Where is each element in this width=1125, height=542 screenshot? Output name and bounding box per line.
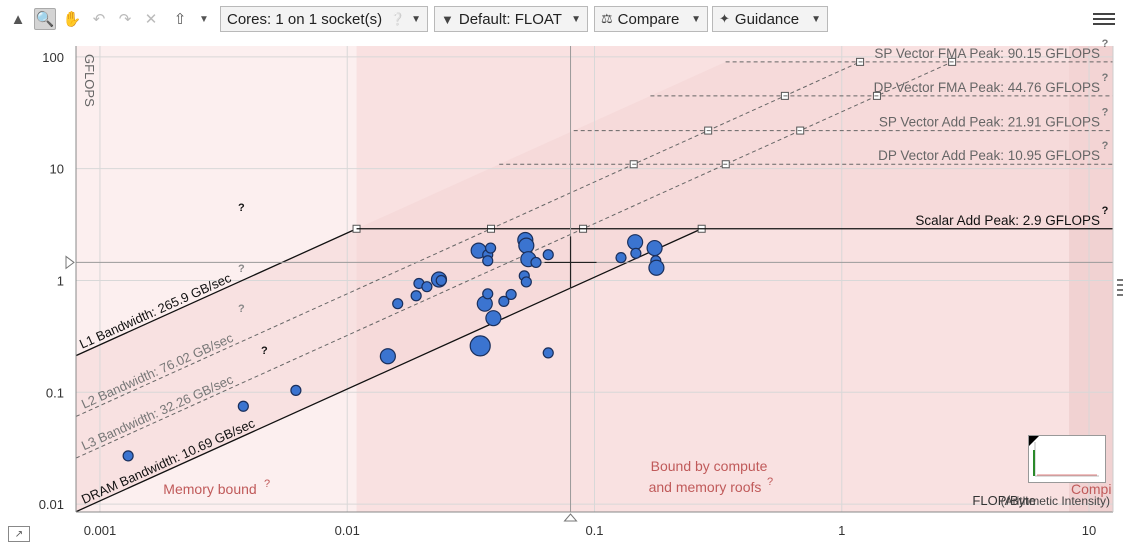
x-tick-label: 0.1 (585, 523, 603, 538)
x-axis-label: FLOP/Byte (972, 493, 1036, 508)
chevron-down-icon: ▼ (571, 13, 581, 25)
help-icon[interactable]: ❔ (390, 12, 406, 26)
export-icon[interactable]: ⇧ (173, 11, 187, 28)
toolbar: ▲ 🔍 ✋ ↶ ↷ ✕ ⇧ ▼ Cores: 1 on 1 socket(s) … (0, 0, 1125, 38)
y-tick-label: 100 (42, 50, 64, 65)
export-dropdown-chevron-down-icon[interactable]: ▼ (199, 13, 209, 25)
region-label-compute-memory: and memory roofs (649, 479, 762, 495)
compute-roof-label: Scalar Add Peak: 2.9 GFLOPS (915, 213, 1100, 228)
y-axis-slider-handle (65, 255, 75, 270)
data-point (485, 310, 502, 327)
help-icon: ? (238, 202, 245, 214)
data-point (237, 400, 249, 412)
cores-label: Cores: 1 on 1 socket(s) (227, 10, 383, 28)
compare-dropdown[interactable]: ⚖ Compare ▼ (594, 6, 708, 32)
help-icon: ? (1102, 38, 1109, 50)
x-tick-label: 0.01 (335, 523, 360, 538)
data-point (484, 242, 497, 254)
compare-label: Compare (617, 10, 680, 28)
help-icon: ? (238, 263, 245, 275)
compute-roof-label: DP Vector Add Peak: 10.95 GFLOPS (878, 148, 1100, 163)
data-point (482, 288, 494, 300)
data-point (469, 335, 491, 357)
help-icon: ? (264, 478, 270, 490)
y-tick-label: 1 (57, 273, 64, 288)
clear-icon[interactable]: ✕ (144, 11, 158, 28)
help-icon: ? (767, 476, 773, 488)
x-tick-label: 1 (838, 523, 845, 538)
bandwidth-band-region (76, 61, 1113, 512)
data-point (518, 237, 535, 254)
data-point (615, 252, 627, 264)
data-point (421, 281, 433, 293)
data-point (530, 256, 542, 269)
roofline-chart[interactable]: 0.001 0.01 0.1 1 10 0.01 0.1 1 10 100 GFLOPS FLOP/B… (0, 38, 1125, 542)
zoom-magnifier-icon[interactable]: 🔍 (34, 8, 56, 30)
plot-area (76, 46, 1113, 512)
hamburger-menu-icon[interactable] (1093, 10, 1115, 28)
redo-icon[interactable]: ↷ (118, 11, 132, 28)
roof-line-dram-bandwidth (76, 228, 702, 512)
compute-roof-label: SP Vector Add Peak: 21.91 GFLOPS (879, 115, 1100, 130)
data-point (648, 259, 665, 276)
precision-label: Default: FLOAT (458, 10, 562, 28)
help-icon: ? (261, 345, 268, 357)
data-point (122, 450, 134, 462)
cores-dropdown[interactable]: Cores: 1 on 1 socket(s) ❔ ▼ (220, 6, 428, 32)
pointer-icon[interactable]: ▲ (10, 10, 26, 28)
magic-wand-icon: ✦ (719, 11, 730, 26)
scales-icon: ⚖ (601, 11, 613, 26)
y-tick-label: 0.01 (39, 497, 64, 512)
help-icon: ? (1102, 72, 1109, 84)
compute-roof-label: SP Vector FMA Peak: 90.15 GFLOPS (874, 46, 1100, 61)
help-icon: ? (238, 303, 245, 315)
chart-minimap[interactable] (1028, 435, 1106, 483)
data-point (542, 249, 554, 261)
help-icon: ? (1102, 107, 1109, 119)
data-point (379, 348, 396, 365)
data-point (646, 239, 663, 257)
pan-hand-icon[interactable]: ✋ (62, 11, 82, 28)
y-axis-label: GFLOPS (82, 54, 97, 107)
roof-line-l2-bandwidth (76, 61, 861, 417)
roof-line-l1-bandwidth (76, 228, 357, 357)
data-point (542, 347, 554, 359)
guidance-label: Guidance (734, 10, 800, 28)
guidance-dropdown[interactable]: ✦ Guidance ▼ (712, 6, 828, 32)
compute-roof-label: DP Vector FMA Peak: 44.76 GFLOPS (874, 80, 1100, 95)
y-tick-label: 0.1 (46, 385, 64, 400)
x-tick-label: 0.001 (84, 523, 117, 538)
chevron-down-icon: ▼ (811, 13, 821, 25)
data-point (630, 247, 642, 259)
y-tick-label: 10 (50, 162, 64, 177)
roof-line-l3-bandwidth (76, 61, 953, 459)
data-point (498, 295, 510, 307)
data-point (410, 290, 422, 302)
help-icon: ? (1102, 140, 1109, 152)
data-point (482, 255, 494, 267)
help-icon: ? (1102, 205, 1109, 217)
region-label-compute-bound: Compi (1071, 481, 1111, 497)
data-point (520, 276, 532, 288)
filter-icon: ▼ (441, 11, 454, 27)
data-point (392, 298, 404, 310)
data-point (435, 274, 447, 287)
precision-dropdown[interactable]: ▼ Default: FLOAT ▼ (434, 6, 588, 32)
resize-grip-icon[interactable] (1117, 276, 1123, 302)
x-tick-label: 10 (1082, 523, 1096, 538)
x-axis-slider-handle (563, 513, 578, 522)
data-point (505, 288, 517, 301)
x-axis-label-note: (Arithmetic Intensity) (1001, 494, 1110, 508)
data-point (627, 234, 644, 251)
expand-icon[interactable]: ↗ (8, 526, 30, 542)
region-label-compute-memory: Bound by compute (651, 458, 768, 474)
chevron-down-icon: ▼ (691, 13, 701, 25)
undo-icon[interactable]: ↶ (92, 11, 106, 28)
chevron-down-icon: ▼ (411, 13, 421, 25)
data-point (290, 384, 302, 396)
region-label-memory-bound: Memory bound (163, 481, 256, 497)
